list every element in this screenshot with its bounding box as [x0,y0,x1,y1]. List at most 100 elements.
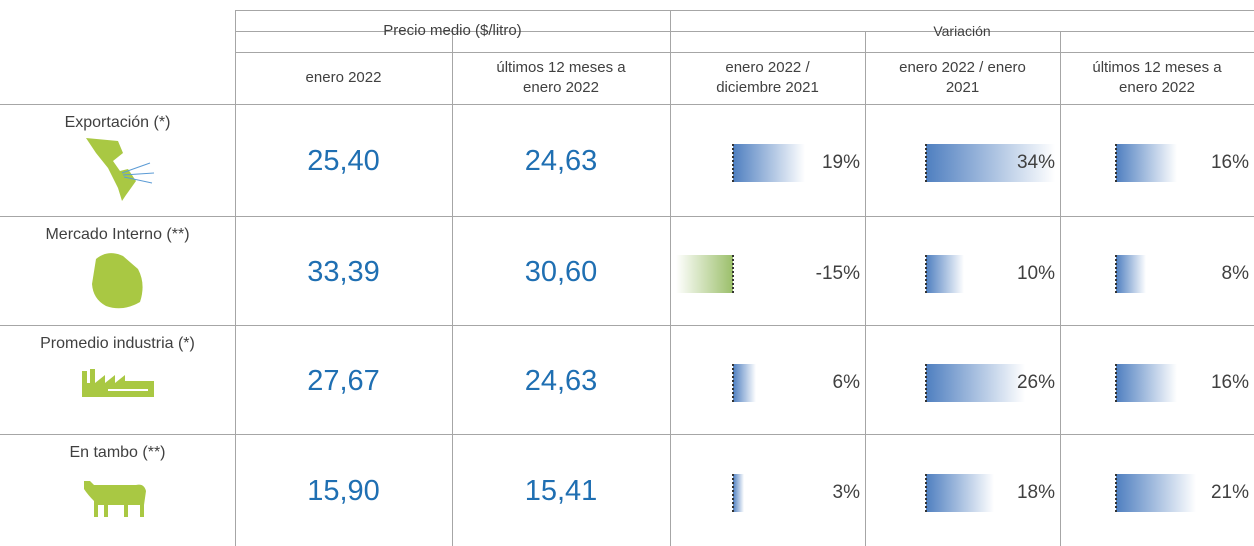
bar-axis [732,144,734,182]
bar-axis [925,144,927,182]
variation-label: 10% [865,263,1055,285]
border [670,10,671,546]
variation-label: 18% [865,482,1055,504]
border [1060,31,1061,546]
data-bar [733,144,806,182]
text: 33,39 [307,255,380,288]
data-bar [1116,254,1147,293]
text: 8% [1221,262,1249,284]
column-header: enero 2022 / enero 2021 [865,52,1060,104]
text: 3% [832,482,860,503]
border [865,31,866,546]
bar-axis [1115,363,1117,402]
price: 24,63 [452,365,670,398]
data-bar [926,363,1025,402]
column-header: enero 2022 [235,52,452,104]
text: 34% [1016,152,1055,173]
column-header: últimos 12 meses a enero 2022 [452,52,670,104]
variation-label: 19% [670,152,860,174]
row-icon [78,361,158,406]
variation-label: 16% [1060,372,1249,394]
row-icon [78,244,158,319]
text: 24,63 [524,364,598,397]
variation-label: -15% [670,263,860,285]
border [452,31,453,546]
border [0,325,1254,326]
text: 10% [1016,262,1055,284]
border [235,10,236,546]
text: 19% [821,152,860,173]
border [235,52,1254,53]
group-header: Variación [670,10,1254,52]
text: Mercado Interno (**) [45,226,190,243]
variation-label: 6% [670,372,860,394]
bar-axis [1115,144,1117,182]
text: 15,90 [307,475,380,507]
bar-axis [732,363,734,402]
data-bar [676,254,733,293]
column-header: últimos 12 meses a enero 2022 [1060,52,1254,104]
bar-axis [1115,254,1117,293]
text: enero 2022 [305,69,382,86]
variation-label: 3% [670,482,860,504]
bar-axis [925,474,927,512]
text: 24,63 [524,145,598,177]
row-label: Promedio industria (*) [0,335,235,353]
text: 16% [1210,371,1249,393]
text: Promedio industria (*) [40,335,195,352]
border [0,104,1254,105]
price: 27,67 [235,365,452,398]
border [0,434,1254,435]
variation-label: 34% [865,152,1055,174]
text: 25,40 [307,145,380,177]
data-bar [1116,144,1177,182]
text: 27,67 [307,364,380,397]
row-icon [78,471,158,526]
text: 21% [1210,482,1249,503]
data-bar [926,474,995,512]
price: 25,40 [235,145,452,178]
text: enero 2022 / enero 2021 [899,59,1026,96]
group-header: Precio medio ($/litro) [235,10,670,52]
text: 26% [1016,371,1055,393]
text: enero 2022 / diciembre 2021 [716,59,819,96]
text: últimos 12 meses a enero 2022 [1092,59,1222,96]
text: 30,60 [524,255,598,288]
text: En tambo (**) [69,444,166,461]
border [235,31,1254,32]
row-label: Mercado Interno (**) [0,226,235,244]
column-header: enero 2022 / diciembre 2021 [670,52,865,104]
text: 15,41 [524,475,598,507]
row-label: Exportación (*) [0,114,235,132]
bar-axis [732,254,734,293]
variation-label: 16% [1060,152,1249,174]
price: 33,39 [235,256,452,289]
text: 16% [1210,152,1249,173]
text: -15% [815,262,860,284]
data-bar [733,474,745,512]
border [235,10,1254,11]
price: 24,63 [452,145,670,178]
text: 6% [832,371,860,393]
text: Variación [933,23,991,39]
text: Precio medio ($/litro) [383,22,522,39]
border [0,216,1254,217]
text: Exportación (*) [64,114,171,131]
bar-axis [925,254,927,293]
data-bar [926,254,964,293]
price: 15,41 [452,475,670,508]
variation-label: 21% [1060,482,1249,504]
variation-label: 26% [865,372,1055,394]
row-icon [78,133,158,208]
bar-axis [925,363,927,402]
data-bar [1116,474,1196,512]
price: 30,60 [452,256,670,289]
bar-axis [732,474,734,512]
price: 15,90 [235,475,452,508]
variation-label: 8% [1060,263,1249,285]
text: 18% [1016,482,1055,503]
data-bar [733,363,756,402]
row-label: En tambo (**) [0,444,235,462]
text: últimos 12 meses a enero 2022 [496,59,626,96]
